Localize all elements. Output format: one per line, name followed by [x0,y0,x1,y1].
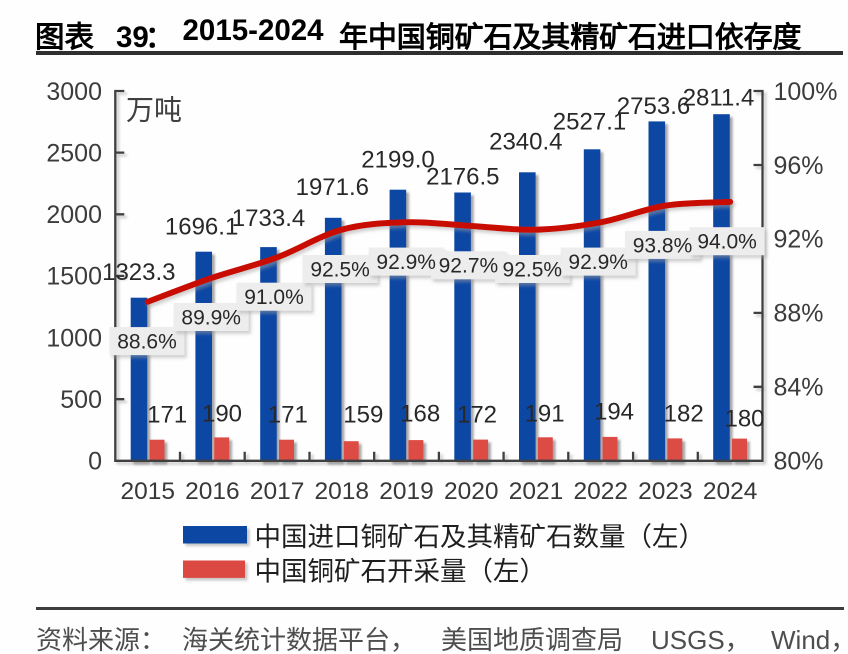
svg-text:0: 0 [88,448,102,476]
svg-text:159: 159 [343,401,383,428]
svg-text:2023: 2023 [638,478,693,505]
svg-text:2199.0: 2199.0 [361,147,434,174]
svg-text:171: 171 [268,401,308,428]
svg-text:171: 171 [147,401,187,428]
svg-text:2015: 2015 [120,478,175,505]
svg-text:1500: 1500 [46,263,102,291]
svg-text:88.6%: 88.6% [117,331,177,354]
svg-text:168: 168 [400,401,440,428]
svg-text:2000: 2000 [46,201,102,229]
svg-text:92.5%: 92.5% [503,258,563,281]
svg-text:92.9%: 92.9% [568,251,628,274]
svg-text:2021: 2021 [509,478,564,505]
svg-text:94.0%: 94.0% [697,231,757,254]
svg-text:180: 180 [724,406,764,433]
svg-text:88%: 88% [774,300,824,328]
svg-text:万吨: 万吨 [126,95,182,126]
svg-text:2017: 2017 [250,478,305,505]
svg-text:2024: 2024 [703,478,758,505]
svg-text:1696.1: 1696.1 [165,213,238,240]
svg-text:2020: 2020 [444,478,499,505]
svg-text:100%: 100% [774,78,838,106]
svg-text:2019: 2019 [379,478,434,505]
svg-text:2016: 2016 [185,478,240,505]
svg-text:93.8%: 93.8% [633,234,693,257]
svg-text:92.9%: 92.9% [376,251,436,274]
svg-text:182: 182 [664,401,704,428]
svg-text:2527.1: 2527.1 [553,108,626,135]
svg-text:2176.5: 2176.5 [426,164,499,191]
svg-text:2500: 2500 [46,139,102,167]
svg-text:1000: 1000 [46,324,102,352]
svg-text:中国进口铜矿石及其精矿石数量（左）: 中国进口铜矿石及其精矿石数量（左） [255,522,706,552]
svg-text:91.0%: 91.0% [244,286,304,309]
svg-text:84%: 84% [774,374,824,402]
svg-text:中国铜矿石开采量（左）: 中国铜矿石开采量（左） [255,557,547,587]
svg-text:172: 172 [457,402,497,429]
svg-text:1323.3: 1323.3 [102,259,175,286]
svg-text:80%: 80% [774,448,824,476]
svg-text:2022: 2022 [573,478,628,505]
svg-text:92.5%: 92.5% [310,258,370,281]
svg-text:194: 194 [594,399,634,426]
svg-text:190: 190 [202,401,242,428]
svg-text:96%: 96% [774,152,824,180]
svg-text:500: 500 [60,386,102,414]
svg-text:2340.4: 2340.4 [489,129,562,156]
svg-text:3000: 3000 [46,78,102,106]
svg-text:191: 191 [525,401,565,428]
svg-text:1733.4: 1733.4 [232,205,305,232]
svg-text:2753.6: 2753.6 [617,93,690,120]
svg-text:89.9%: 89.9% [181,306,241,329]
svg-text:2811.4: 2811.4 [683,84,755,111]
svg-text:92.7%: 92.7% [439,255,499,278]
svg-text:92%: 92% [774,226,824,254]
svg-text:1971.6: 1971.6 [296,174,369,201]
svg-text:2018: 2018 [315,478,370,505]
